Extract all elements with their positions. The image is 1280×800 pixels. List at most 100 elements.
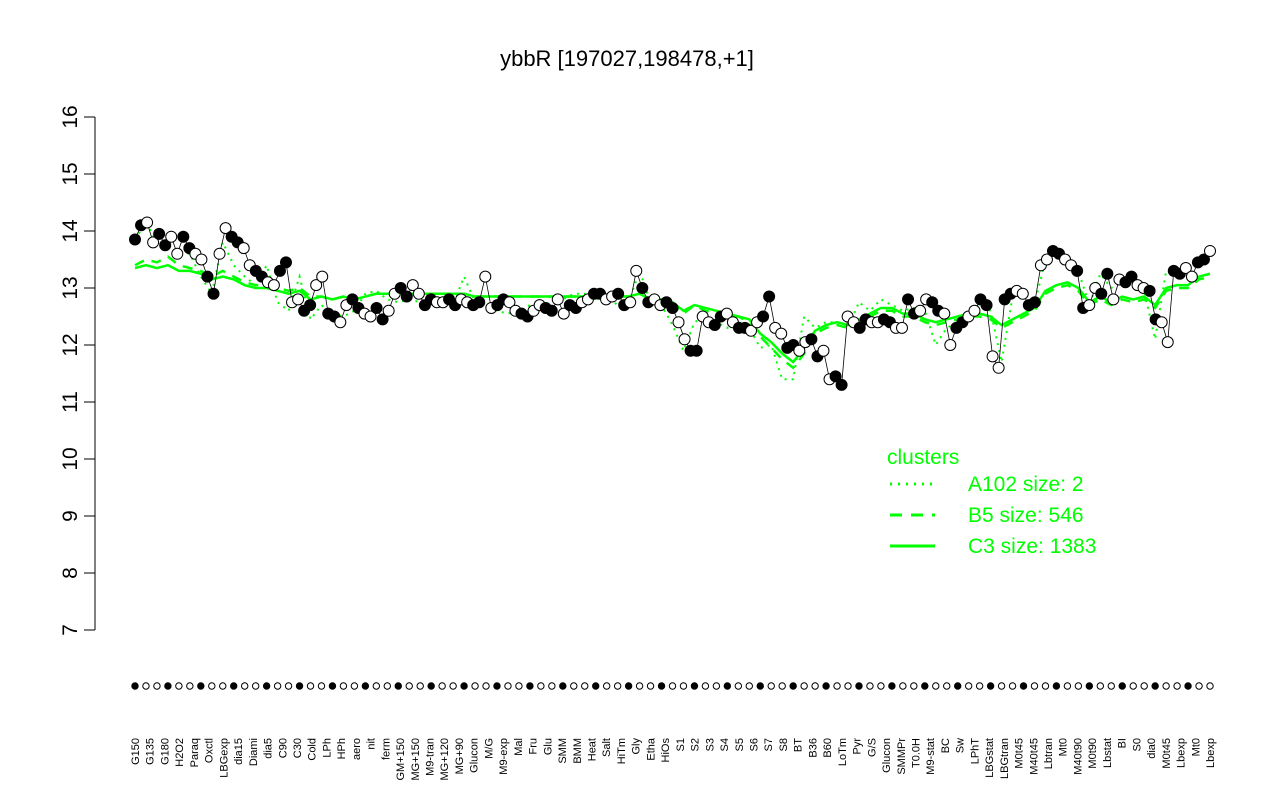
x-tick-label: BI — [1117, 738, 1129, 748]
chart-title: ybbR [197027,198478,+1] — [500, 46, 754, 71]
x-tick-label: S3 — [704, 738, 716, 751]
x-marker — [240, 682, 249, 690]
x-marker — [1030, 682, 1039, 690]
x-tick-label: SMMPr — [896, 738, 908, 775]
data-point — [165, 230, 178, 243]
data-point — [902, 293, 915, 306]
x-marker — [964, 682, 973, 690]
x-marker — [548, 682, 556, 690]
x-marker — [416, 682, 424, 690]
x-marker — [1063, 682, 1072, 690]
x-tick-label: Glucon — [469, 738, 481, 773]
x-tick-label: G/S — [866, 738, 878, 757]
x-tick-label: ferm — [380, 738, 392, 760]
x-marker — [1184, 682, 1192, 690]
x-marker — [855, 682, 863, 690]
x-tick-label: Gly — [631, 738, 643, 755]
x-tick-label: nit — [366, 738, 378, 750]
legend: clusters A102 size: 2 B5 size: 546 C3 size… — [887, 446, 1096, 558]
x-marker — [186, 682, 194, 690]
x-tick-label: Heat — [587, 738, 599, 761]
data-point — [720, 307, 733, 320]
data-point — [1107, 293, 1120, 306]
data-point — [1204, 244, 1216, 257]
x-marker — [208, 682, 216, 690]
x-marker — [515, 682, 523, 690]
x-marker — [1140, 682, 1148, 690]
x-tick-label: M40t45 — [1028, 738, 1040, 775]
x-tick-label: BT — [793, 738, 805, 752]
y-tick-label: 11 — [59, 391, 82, 413]
data-point — [551, 293, 564, 306]
data-point — [129, 233, 141, 246]
data-point — [237, 242, 250, 255]
legend-label: B5 size: 546 — [968, 504, 1084, 527]
data-point — [370, 301, 383, 314]
x-marker — [1206, 682, 1214, 690]
x-marker — [1129, 682, 1137, 690]
x-marker — [767, 682, 775, 690]
x-marker — [921, 682, 929, 690]
x-tick-label: S2 — [690, 738, 702, 751]
data-point — [1179, 262, 1192, 275]
x-tick-label: M0t45 — [1014, 738, 1026, 769]
x-tick-label: S4 — [719, 738, 731, 751]
data-point — [636, 282, 649, 294]
x-marker — [504, 682, 512, 690]
x-marker — [734, 682, 743, 690]
x-tick-label: Mt0 — [1190, 738, 1202, 756]
x-tick-label: MG+150 — [410, 738, 422, 781]
x-tick-label: GM+150 — [395, 738, 407, 781]
data-point — [708, 319, 721, 332]
x-tick-label: S7 — [763, 738, 775, 751]
x-tick-label: Paraq — [189, 738, 201, 767]
x-marker — [230, 682, 238, 690]
x-tick-label: G150 — [130, 738, 142, 765]
x-marker — [954, 682, 962, 690]
x-tick-label: Etha — [645, 737, 657, 761]
data-point — [666, 301, 679, 314]
x-marker — [745, 682, 753, 690]
y-tick-label: 16 — [59, 105, 82, 128]
x-tick-label: dia5 — [263, 738, 275, 759]
y-tick-label: 7 — [59, 624, 82, 636]
x-tick-label: LBGstat — [984, 738, 996, 778]
x-tick-label: B60 — [822, 738, 834, 758]
x-marker — [526, 682, 534, 690]
x-marker — [361, 682, 370, 690]
x-tick-label: M/G — [483, 738, 495, 759]
x-tick-label: G180 — [159, 738, 171, 765]
data-points — [129, 216, 1216, 391]
x-marker — [153, 682, 161, 690]
x-tick-label: Lbexp — [1176, 738, 1188, 768]
data-point — [763, 290, 776, 303]
x-marker — [164, 682, 172, 690]
x-marker — [284, 682, 293, 690]
x-marker — [1151, 682, 1159, 690]
data-point — [624, 296, 637, 309]
x-tick-label: T0.0H — [910, 738, 922, 768]
data-point — [376, 313, 389, 326]
x-marker — [592, 682, 600, 690]
x-marker — [427, 682, 435, 690]
x-tick-label: Fru — [528, 738, 540, 755]
x-marker — [273, 682, 282, 690]
x-tick-label: B36 — [807, 738, 819, 758]
data-point — [267, 279, 280, 292]
x-marker — [975, 682, 984, 690]
data-point — [817, 344, 830, 357]
x-tick-label: G135 — [145, 738, 157, 765]
x-marker — [635, 682, 644, 690]
data-point — [153, 227, 166, 240]
data-point — [310, 279, 323, 292]
x-marker — [646, 682, 655, 690]
data-point — [1016, 287, 1029, 300]
data-point — [213, 247, 226, 260]
x-tick-label: M9-stat — [925, 738, 937, 775]
x-marker — [701, 682, 710, 690]
x-tick-label: S5 — [734, 738, 746, 751]
x-marker — [997, 682, 1006, 690]
data-point — [745, 324, 758, 337]
x-tick-label: BMM — [572, 738, 584, 764]
x-marker — [383, 682, 391, 690]
